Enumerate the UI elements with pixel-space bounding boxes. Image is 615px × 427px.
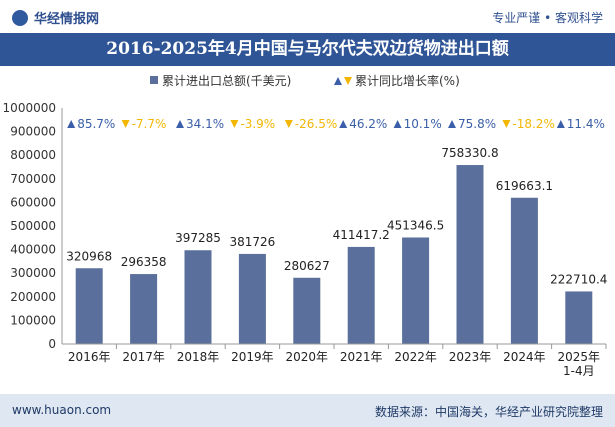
bar-value-label: 451346.5 [387,218,444,232]
legend-up-triangle-icon [334,77,342,85]
growth-rate-label: 34.1% [186,117,224,131]
brand-logo-icon [12,10,28,26]
bar-value-label: 381726 [229,235,275,249]
bar-value-label: 280627 [284,259,330,273]
growth-up-triangle-icon [393,120,402,128]
footer: www.huaon.com 数据来源：中国海关，华经产业研究院整理 [0,394,615,427]
growth-down-triangle-icon [284,120,293,128]
footer-source: 数据来源：中国海关，华经产业研究院整理 [374,405,603,419]
growth-rate-label: -3.9% [240,117,275,131]
bar [565,291,593,344]
y-tick-label: 600000 [10,195,56,209]
x-tick-label: 2024年 [503,350,546,364]
growth-labels: 85.7% -7.7% 34.1% -3.9% -26.5% 46.2% 10.1% 75.8… [67,117,605,131]
growth-down-triangle-icon [121,120,130,128]
y-tick-label: 100000 [10,313,56,327]
bar [75,268,103,344]
legend-swatch-total [150,76,158,84]
x-tick-label: 2017年 [122,350,165,364]
y-tick-label: 800000 [10,148,56,162]
bar [293,277,321,344]
bar [184,250,212,344]
footer-website: www.huaon.com [12,403,112,417]
y-tick-label: 300000 [10,266,56,280]
chart-title: 2016-2025年4月中国与马尔代夫双边货物进出口额 [0,33,615,66]
growth-rate-label: 75.8% [458,117,496,131]
y-tick-label: 0 [48,337,56,351]
bar [238,253,266,344]
bar-value-label: 619663.1 [496,179,553,193]
growth-rate-label: 11.4% [567,117,605,131]
growth-up-triangle-icon [448,120,456,128]
y-tick-label: 1000000 [3,101,56,115]
bar-value-label: 411417.2 [333,228,390,242]
legend-label-growth: 累计同比增长率(%) [355,73,460,88]
x-axis: 2016年 2017年 2018年 2019年 2020年 2021年 2022年 2023年… [62,343,607,378]
x-tick-label: 2020年 [286,350,329,364]
growth-down-triangle-icon [230,120,239,128]
growth-rate-label: -7.7% [132,117,167,131]
bar-value-label: 758330.8 [441,146,498,160]
bar-value-label: 320968 [66,249,112,263]
bar [456,165,484,344]
legend-down-triangle-icon [344,77,352,85]
growth-rate-label: -18.2% [512,117,554,131]
bar [402,237,430,344]
growth-up-triangle-icon [176,120,184,128]
bar [130,274,158,344]
brand: 华经情报网 [12,8,99,27]
x-tick-label: 2022年 [394,350,437,364]
y-tick-label: 200000 [10,290,56,304]
y-tick-label: 500000 [10,219,56,233]
chart: 累计进出口总额(千美元) 累计同比增长率(%) 0 100000 200000 300… [3,73,608,378]
growth-up-triangle-icon [339,120,348,128]
growth-up-triangle-icon [556,120,565,128]
x-tick-label: 2021年 [340,350,383,364]
legend-label-total: 累计进出口总额(千美元) [162,74,291,88]
growth-up-triangle-icon [67,120,76,128]
top-bar: 华经情报网 专业严谨 • 客观科学 [0,0,615,33]
bars [75,165,593,344]
brand-name: 华经情报网 [34,12,100,27]
growth-rate-label: 10.1% [404,117,442,131]
y-tick-label: 900000 [10,125,56,139]
x-tick-label: 2023年 [449,350,492,364]
growth-down-triangle-icon [502,120,511,128]
y-tick-label: 700000 [10,172,56,186]
bar-value-label: 397285 [175,231,221,245]
x-tick-label: 2016年 [68,350,111,364]
bar [347,246,375,344]
growth-rate-label: 46.2% [349,117,387,131]
tagline: 专业严谨 • 客观科学 [492,11,603,25]
legend: 累计进出口总额(千美元) 累计同比增长率(%) [150,73,460,88]
y-axis: 0 100000 200000 300000 400000 500000 600000 700… [3,101,63,351]
bar-value-label: 296358 [121,255,167,269]
growth-rate-label: -26.5% [295,117,337,131]
x-tick-label: 2019年 [231,350,274,364]
y-tick-label: 400000 [10,243,56,257]
bar-labels: 320968 296358 397285 381726 280627 411417.245… [66,146,607,286]
x-tick-label: 2025年 1-4月 [558,350,601,378]
bar [510,197,538,344]
x-tick-label: 2018年 [177,350,220,364]
growth-rate-label: 85.7% [77,117,115,131]
bar-value-label: 222710.4 [550,272,607,286]
